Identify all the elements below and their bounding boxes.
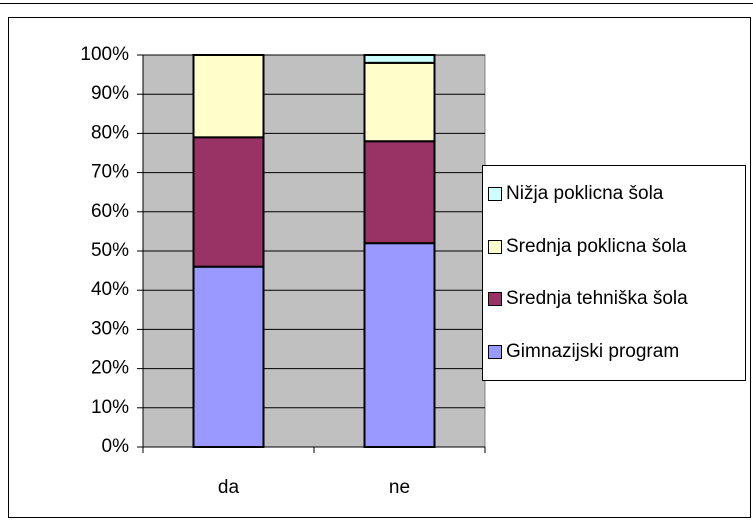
y-tick-label: 0%: [102, 436, 130, 457]
y-tick-label: 50%: [91, 240, 129, 261]
bar-segment: [192, 136, 265, 268]
bar-segment: [363, 140, 436, 245]
y-tick-label: 60%: [91, 201, 129, 222]
y-tick-label: 70%: [91, 162, 129, 183]
legend-swatch: [488, 187, 502, 202]
legend-label: Srednja poklicna šola: [506, 235, 687, 257]
y-tick-label: 80%: [91, 122, 129, 143]
bar-segment: [363, 61, 436, 143]
y-tick-label: 30%: [91, 318, 129, 339]
y-tick-label: 100%: [80, 44, 129, 65]
legend-label: Nižja poklicna šola: [506, 183, 664, 205]
y-tick-label: 20%: [91, 358, 129, 379]
legend: Nižja poklicna šola Srednja poklicna šola…: [482, 165, 746, 381]
bar-segment: [192, 265, 265, 448]
bar-segment: [192, 54, 265, 139]
legend-entry: Nižja poklicna šola: [483, 181, 745, 207]
legend-swatch: [488, 292, 502, 307]
y-tick-label: 40%: [91, 279, 129, 300]
legend-swatch: [488, 344, 502, 359]
legend-label: Srednja tehniška šola: [506, 288, 688, 310]
bar-segment: [363, 54, 436, 64]
y-tick-label: 90%: [91, 83, 129, 104]
legend-label: Gimnazijski program: [506, 340, 680, 362]
x-tick-label: da: [218, 477, 240, 498]
legend-entry: Srednja poklicna šola: [483, 234, 745, 260]
legend-entry: Srednja tehniška šola: [483, 286, 745, 312]
legend-entry: Gimnazijski program: [483, 339, 745, 365]
x-tick-label: ne: [389, 477, 410, 498]
legend-swatch: [488, 239, 502, 254]
y-tick-label: 10%: [91, 397, 129, 418]
bar-segment: [363, 242, 436, 448]
